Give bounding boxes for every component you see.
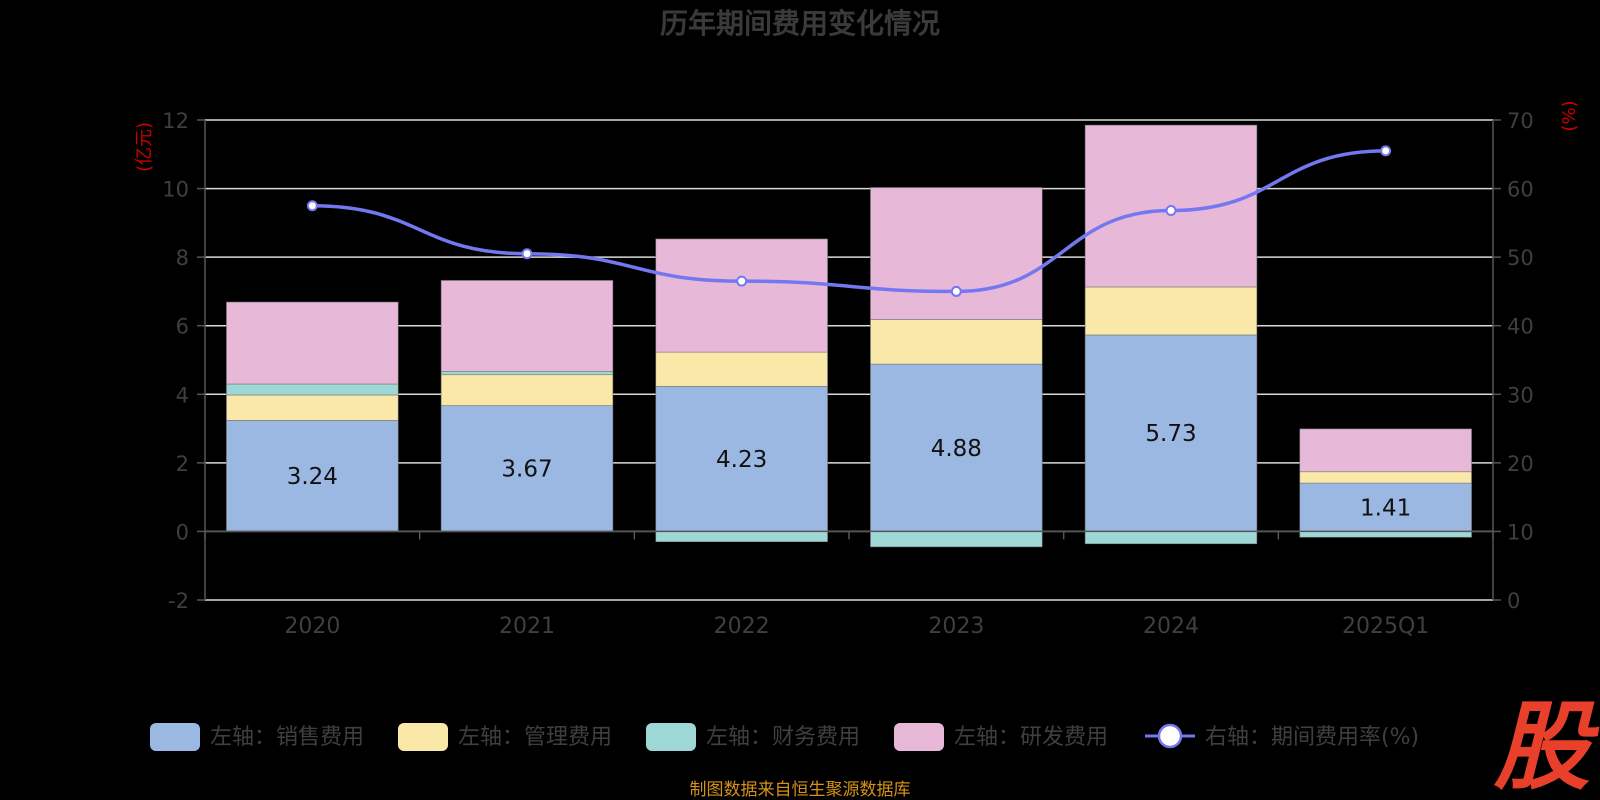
bar-segment-s3-2021 xyxy=(440,280,614,372)
right-axis-ticks: 0 10 20 30 40 50 60 70 xyxy=(1492,109,1534,613)
x-tick-label: 2020 xyxy=(284,614,340,639)
bar-segment-s3-2025Q1 xyxy=(1299,428,1472,473)
legend-label: 左轴：财务费用 xyxy=(706,725,860,750)
x-tick-label: 2021 xyxy=(499,614,555,639)
right-tick-label: 40 xyxy=(1507,315,1534,339)
svg-text:股: 股 xyxy=(1493,691,1600,800)
legend-label: 左轴：研发费用 xyxy=(954,725,1108,750)
legend-swatch xyxy=(646,723,696,751)
bar-segment-s2-2024 xyxy=(1084,531,1258,545)
rate-line-series xyxy=(306,145,1392,297)
right-tick-label: 30 xyxy=(1507,383,1534,407)
rate-point xyxy=(736,275,748,287)
left-tick-label: 2 xyxy=(176,452,189,476)
bar-segment-s1-2020 xyxy=(226,394,399,421)
legend-label: 左轴：销售费用 xyxy=(210,725,364,750)
left-tick-label: 6 xyxy=(176,315,189,339)
right-tick-label: 70 xyxy=(1507,109,1534,133)
bar-segment-s1-2021 xyxy=(440,374,614,406)
data-label: 3.67 xyxy=(501,457,552,483)
data-labels: 3.24 3.67 4.23 4.88 5.73 1.41 xyxy=(287,421,1412,521)
x-tick-label: 2024 xyxy=(1143,614,1199,639)
bar-segment-s2-2023 xyxy=(870,531,1043,548)
chart-title: 历年期间费用变化情况 xyxy=(660,7,940,40)
bar-segment-s1-2023 xyxy=(870,319,1043,365)
rate-point xyxy=(950,285,962,297)
legend-label: 左轴：管理费用 xyxy=(458,725,612,750)
left-tick-label: 0 xyxy=(176,520,189,544)
x-tick-label: 2025Q1 xyxy=(1342,614,1429,639)
right-tick-label: 60 xyxy=(1507,178,1534,202)
legend-swatch xyxy=(894,723,944,751)
left-axis-unit: (亿元) xyxy=(134,122,155,172)
right-tick-label: 0 xyxy=(1507,589,1520,613)
left-tick-label: -2 xyxy=(168,589,189,613)
legend: 左轴：销售费用 左轴：管理费用 左轴：财务费用 左轴：研发费用 右轴：期间费用率(%) xyxy=(150,723,1419,751)
bar-segment-s2-2025Q1 xyxy=(1299,531,1472,538)
x-tick-label: 2022 xyxy=(714,614,770,639)
left-axis-ticks: -2 0 2 4 6 8 10 12 xyxy=(162,109,206,613)
bar-segment-s0-2023 xyxy=(870,363,1043,532)
legend-swatch xyxy=(150,723,200,751)
rate-point xyxy=(1165,205,1177,217)
x-tick-label: 2023 xyxy=(928,614,984,639)
data-label: 5.73 xyxy=(1145,421,1196,447)
bar-segment-s0-2024 xyxy=(1084,334,1258,532)
right-tick-label: 10 xyxy=(1507,520,1534,544)
rate-line xyxy=(312,149,1386,294)
bar-segment-s1-2024 xyxy=(1084,286,1258,336)
data-label: 4.23 xyxy=(716,447,767,473)
bar-segment-s1-2025Q1 xyxy=(1299,471,1472,484)
watermark-logo: 股 xyxy=(1493,691,1600,800)
right-axis-unit: (%) xyxy=(1559,100,1580,131)
bar-segment-s3-2020 xyxy=(226,301,399,385)
bar-segment-s2-2020 xyxy=(226,383,399,396)
rate-point xyxy=(306,200,318,212)
legend-marker xyxy=(1157,723,1183,749)
bar-segment-s3-2022 xyxy=(655,238,828,353)
bar-segment-s1-2022 xyxy=(655,351,828,387)
rate-point xyxy=(521,248,533,260)
legend-swatch xyxy=(398,723,448,751)
rate-point xyxy=(1380,145,1392,157)
right-tick-label: 20 xyxy=(1507,452,1534,476)
left-tick-label: 8 xyxy=(176,246,189,270)
data-label: 1.41 xyxy=(1360,495,1411,521)
data-label: 3.24 xyxy=(287,464,338,490)
bar-segment-s0-2025Q1 xyxy=(1299,482,1472,532)
left-tick-label: 10 xyxy=(162,178,189,202)
legend-label: 右轴：期间费用率(%) xyxy=(1205,725,1419,750)
right-tick-label: 50 xyxy=(1507,246,1534,270)
bar-segment-s3-2023 xyxy=(870,187,1043,320)
bar-segment-s0-2022 xyxy=(655,386,828,532)
left-tick-label: 12 xyxy=(162,109,189,133)
data-label: 4.88 xyxy=(931,436,982,462)
left-tick-label: 4 xyxy=(176,383,189,407)
x-axis: 2020 2021 2022 2023 2024 2025Q1 xyxy=(204,530,1494,639)
source-note: 制图数据来自恒生聚源数据库 xyxy=(690,780,911,800)
bar-segment-s0-2020 xyxy=(226,420,399,532)
bar-series xyxy=(226,124,1472,548)
bar-segment-s2-2021 xyxy=(440,371,614,376)
bar-segment-s2-2022 xyxy=(655,531,828,543)
